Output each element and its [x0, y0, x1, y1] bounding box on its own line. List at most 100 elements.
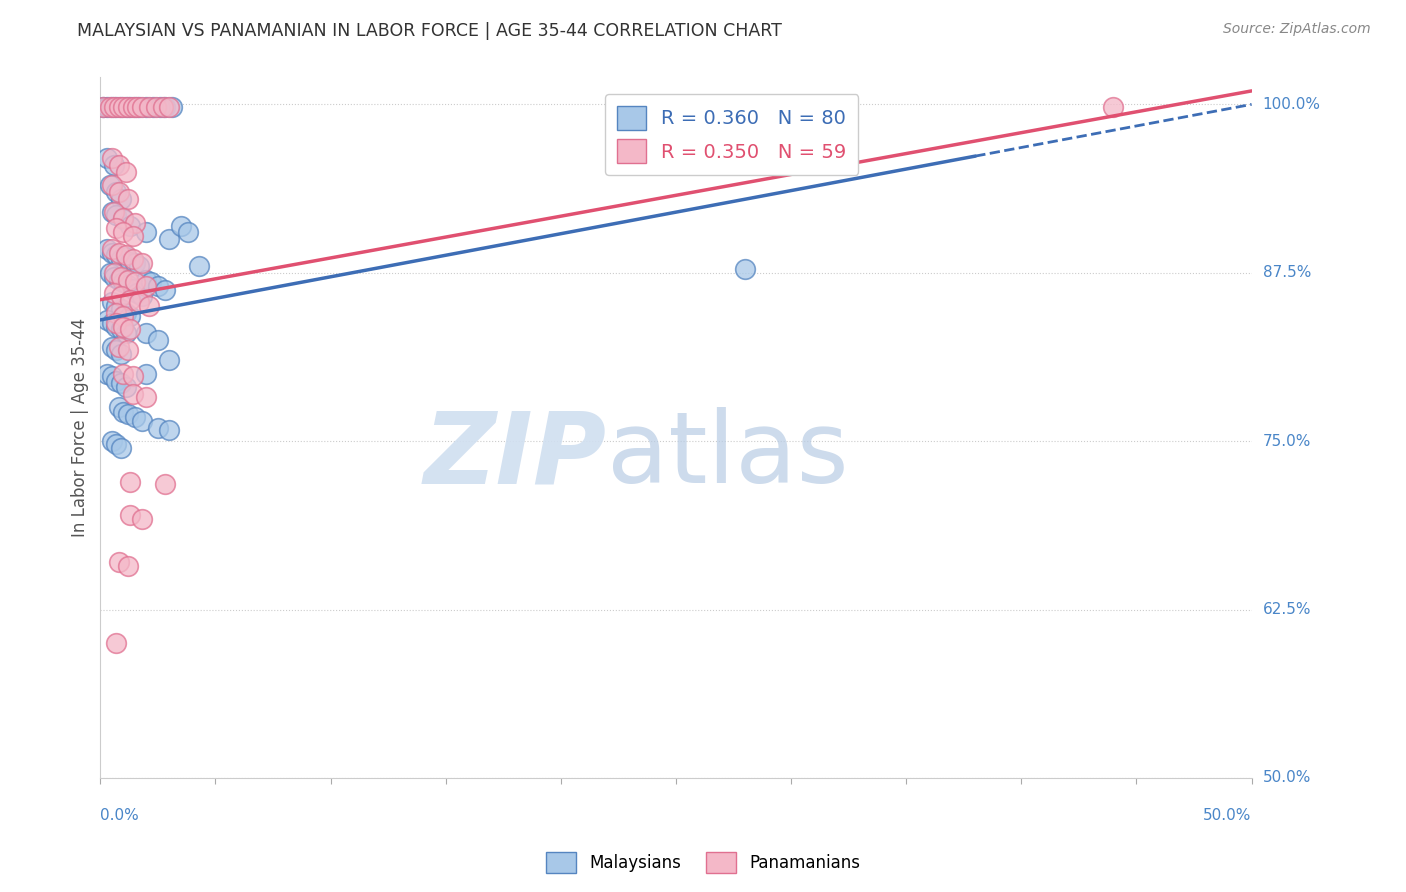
- Point: [103, 285, 125, 300]
- Point: [734, 261, 756, 276]
- Point: [110, 269, 132, 284]
- Point: [135, 272, 157, 286]
- Point: [124, 100, 146, 114]
- Point: [138, 100, 160, 114]
- Text: ZIP: ZIP: [423, 408, 607, 504]
- Point: [114, 250, 136, 264]
- Point: [107, 158, 129, 172]
- Point: [160, 100, 183, 114]
- Text: Source: ZipAtlas.com: Source: ZipAtlas.com: [1223, 22, 1371, 37]
- Point: [96, 242, 118, 256]
- Point: [128, 295, 150, 310]
- Text: atlas: atlas: [607, 408, 848, 504]
- Text: MALAYSIAN VS PANAMANIAN IN LABOR FORCE | AGE 35-44 CORRELATION CHART: MALAYSIAN VS PANAMANIAN IN LABOR FORCE |…: [77, 22, 782, 40]
- Point: [139, 275, 162, 289]
- Point: [131, 288, 153, 302]
- Point: [105, 208, 128, 222]
- Point: [159, 423, 181, 437]
- Point: [120, 322, 142, 336]
- Point: [153, 100, 176, 114]
- Point: [114, 326, 136, 341]
- Point: [117, 559, 139, 574]
- Point: [110, 376, 132, 391]
- Point: [105, 185, 128, 199]
- Point: [103, 205, 125, 219]
- Point: [114, 100, 136, 114]
- Point: [110, 288, 132, 302]
- Point: [131, 414, 153, 428]
- Point: [135, 390, 157, 404]
- Point: [103, 269, 125, 284]
- Point: [131, 512, 153, 526]
- Text: 87.5%: 87.5%: [1263, 265, 1310, 280]
- Point: [105, 221, 128, 235]
- Point: [107, 100, 129, 114]
- Point: [105, 437, 128, 451]
- Point: [153, 283, 176, 297]
- Point: [103, 100, 125, 114]
- Point: [114, 248, 136, 262]
- Point: [188, 259, 211, 273]
- Point: [124, 216, 146, 230]
- Point: [96, 151, 118, 165]
- Point: [131, 100, 153, 114]
- Point: [128, 259, 150, 273]
- Point: [110, 322, 132, 336]
- Point: [112, 319, 135, 334]
- Point: [107, 340, 129, 354]
- Point: [98, 178, 121, 193]
- Point: [124, 275, 146, 289]
- Point: [146, 420, 169, 434]
- Point: [121, 229, 143, 244]
- Point: [135, 367, 157, 381]
- Point: [103, 158, 125, 172]
- Point: [101, 242, 124, 256]
- Point: [149, 100, 172, 114]
- Point: [110, 192, 132, 206]
- Point: [152, 100, 174, 114]
- Point: [121, 100, 143, 114]
- Point: [146, 279, 169, 293]
- Y-axis label: In Labor Force | Age 35-44: In Labor Force | Age 35-44: [72, 318, 89, 537]
- Point: [112, 309, 135, 323]
- Point: [120, 219, 142, 233]
- Point: [117, 192, 139, 206]
- Point: [105, 374, 128, 388]
- Point: [1102, 100, 1125, 114]
- Point: [101, 100, 124, 114]
- Point: [101, 245, 124, 260]
- Point: [96, 313, 118, 327]
- Point: [131, 256, 153, 270]
- Point: [105, 248, 128, 262]
- Point: [105, 100, 128, 114]
- Point: [120, 508, 142, 523]
- Point: [135, 100, 157, 114]
- Point: [153, 477, 176, 491]
- Point: [121, 369, 143, 384]
- Point: [112, 211, 135, 226]
- Point: [112, 275, 135, 289]
- Point: [98, 266, 121, 280]
- Point: [127, 285, 149, 300]
- Point: [159, 232, 181, 246]
- Point: [112, 225, 135, 239]
- Point: [117, 407, 139, 421]
- Point: [96, 100, 118, 114]
- Point: [107, 185, 129, 199]
- Text: 0.0%: 0.0%: [100, 808, 139, 823]
- Point: [120, 255, 142, 269]
- Point: [98, 100, 121, 114]
- Point: [110, 252, 132, 267]
- Point: [177, 225, 200, 239]
- Point: [128, 100, 150, 114]
- Point: [142, 100, 165, 114]
- Point: [101, 295, 124, 310]
- Point: [120, 309, 142, 323]
- Point: [135, 279, 157, 293]
- Point: [91, 100, 114, 114]
- Point: [107, 272, 129, 286]
- Point: [107, 555, 129, 569]
- Text: 62.5%: 62.5%: [1263, 602, 1312, 617]
- Point: [117, 277, 139, 292]
- Point: [103, 266, 125, 280]
